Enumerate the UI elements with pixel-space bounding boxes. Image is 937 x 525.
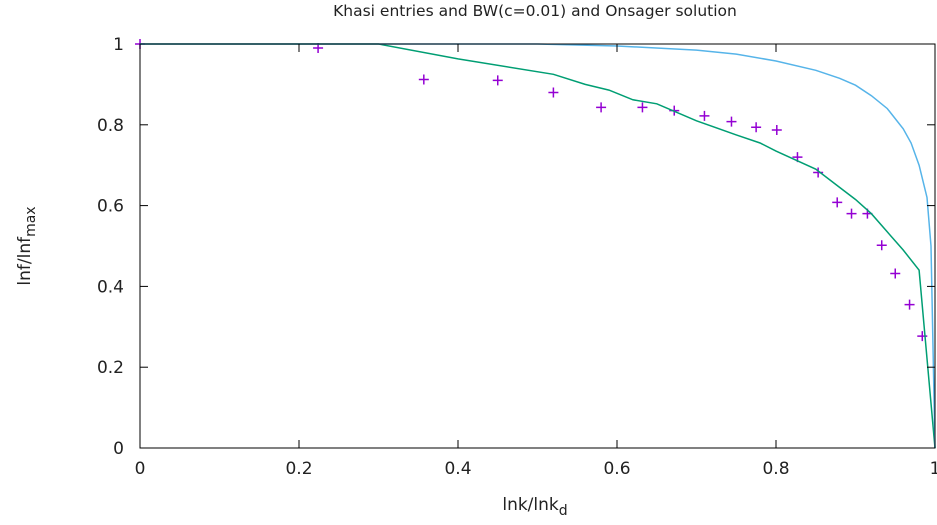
- y-tick-label: 0.2: [97, 358, 124, 378]
- data-point-15: [832, 197, 843, 208]
- plot-frame: [139, 43, 936, 449]
- x-axis-label-subscript: d: [559, 503, 568, 519]
- series-line-2: [140, 43, 936, 449]
- data-point-16: [846, 208, 857, 219]
- tick-labels-layer: 0 0.2 0.4 0.6 0.8 1 0 0.2 0.4 0.6 0.8 1: [97, 35, 937, 479]
- data-point-14: [813, 167, 824, 178]
- y-tick-label: 0.6: [97, 197, 124, 217]
- y-axis-label: lnf/lnfmax: [15, 206, 39, 285]
- y-tick-label: 0.8: [97, 116, 124, 136]
- y-axis-label-main: lnf/lnf: [15, 236, 35, 286]
- x-tick-label: 0.4: [444, 459, 471, 479]
- x-axis-label: lnk/lnkd: [502, 495, 567, 519]
- chart-title: Khasi entries and BW(c=0.01) and Onsager…: [333, 2, 737, 20]
- x-tick-label: 0.2: [285, 459, 312, 479]
- x-tick-label: 0.8: [762, 459, 789, 479]
- data-point-19: [890, 268, 901, 279]
- x-tick-label: 0: [135, 459, 146, 479]
- series-line-3: [140, 43, 936, 449]
- x-tick-label: 0.6: [603, 459, 630, 479]
- data-point-9: [699, 110, 710, 121]
- y-tick-label: 0.4: [97, 277, 124, 297]
- x-axis-label-main: lnk/lnk: [502, 495, 559, 515]
- y-axis-label-subscript: max: [23, 206, 39, 237]
- y-tick-label: 1: [113, 35, 124, 55]
- plot-background: [140, 44, 935, 448]
- ticks-layer: [139, 43, 936, 449]
- series-layer: [135, 39, 936, 449]
- data-point-11: [751, 122, 762, 133]
- data-point-12: [771, 125, 782, 136]
- data-point-7: [637, 102, 648, 113]
- data-point-10: [726, 116, 737, 127]
- data-point-18: [876, 240, 887, 251]
- data-point-4: [492, 75, 503, 86]
- data-point-6: [596, 102, 607, 113]
- data-point-5: [548, 87, 559, 98]
- data-point-20: [904, 299, 915, 310]
- data-point-3: [418, 74, 429, 85]
- x-tick-label: 1: [930, 459, 937, 479]
- y-tick-label: 0: [113, 439, 124, 459]
